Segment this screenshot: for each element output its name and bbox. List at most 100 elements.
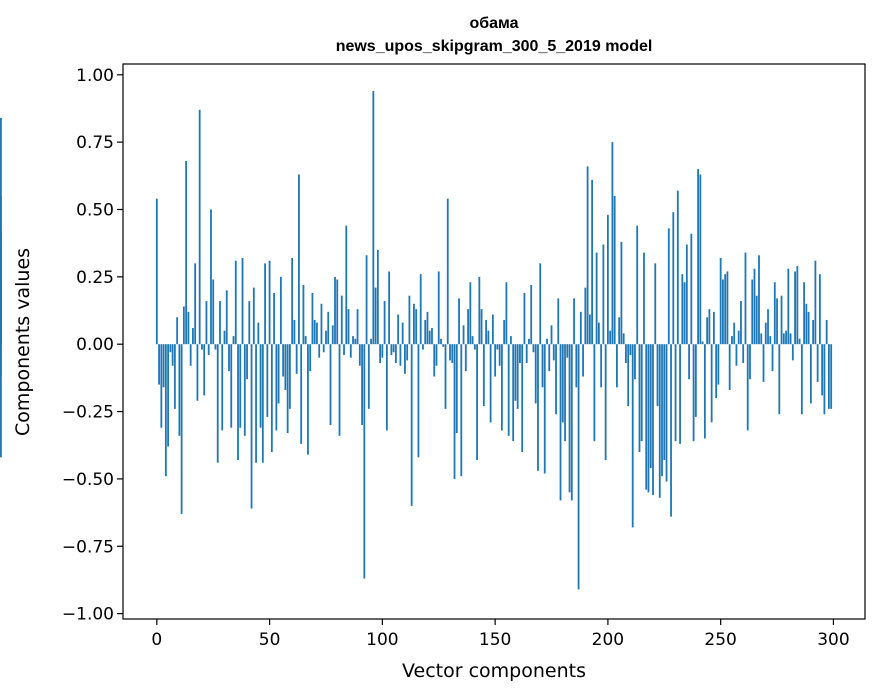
bar [442,344,445,347]
bar [602,244,605,345]
bar [665,344,668,482]
bar [187,311,190,345]
bar [176,317,179,345]
bar [701,341,704,345]
bar [318,344,321,358]
bar [431,328,433,345]
bar [219,301,221,345]
bar [259,344,262,428]
y-tick-label: −0.25 [62,403,114,423]
bar [584,287,587,345]
bar [178,344,181,436]
bar [521,344,524,452]
bar [823,344,826,415]
bar [313,319,316,345]
bar [390,344,393,355]
bar [309,344,312,372]
x-tick-label: 300 [817,630,849,650]
bar [550,325,553,345]
bar [482,344,485,407]
bar [627,344,630,407]
bar [681,274,684,345]
bar [279,276,282,345]
bar [805,303,808,345]
bar [625,344,627,364]
bar [349,344,352,358]
bar [0,344,2,458]
plot-frame [122,63,866,620]
bar [798,338,801,345]
y-tick-label: 0.00 [76,335,114,355]
bar [818,274,821,345]
bar [248,301,251,345]
y-tick-label: 1.00 [76,66,114,86]
bar [0,117,2,345]
bar [496,344,499,350]
bar [519,344,521,364]
bar [785,330,787,345]
bar [719,257,722,345]
bar [512,344,515,442]
bar [809,344,812,404]
bar [399,344,402,366]
bar [381,344,384,358]
bar [295,344,298,374]
bar [564,344,566,442]
bar [277,344,280,404]
bar [528,338,530,345]
bar [250,344,253,509]
bar [830,344,833,409]
bar [320,303,323,345]
bar [751,279,754,345]
bar [419,274,422,345]
bar [388,271,391,345]
bar [699,174,702,345]
bar [284,344,287,390]
bar [343,344,345,355]
x-axis-ticks: 0 50 100 150 200 250 300 [151,619,850,650]
bar [634,344,636,380]
bar [807,311,810,345]
bar [458,298,460,345]
bar [740,301,742,345]
bar [796,266,799,345]
bar [611,142,614,345]
bar [207,344,210,355]
bar [433,344,436,377]
bar [613,196,616,345]
y-tick-label: −1.00 [62,605,114,625]
bar [268,260,271,345]
bar [532,344,535,353]
bar [703,344,706,439]
bar [304,336,307,345]
x-tick-label: 100 [366,630,398,650]
bar [733,322,736,345]
bar-series [0,90,833,590]
bar [588,314,591,345]
bar [460,344,463,477]
bar [298,174,300,345]
bar [476,344,478,461]
bar [816,344,819,382]
bar [645,344,648,490]
bar [769,336,772,345]
bar [214,344,217,350]
x-tick-label: 150 [479,630,511,650]
bar [776,298,778,345]
y-tick-label: −0.75 [62,537,114,557]
bar [198,109,201,345]
bar [473,344,476,350]
bar [331,325,334,345]
bar [437,271,440,345]
bar [828,344,830,409]
bar [618,317,621,345]
bar [758,255,760,345]
x-tick-label: 200 [592,630,624,650]
bar [383,301,386,345]
bar [286,344,289,434]
x-tick-label: 0 [151,630,162,650]
bar [654,263,657,345]
bar [196,344,199,401]
bar [559,344,562,501]
